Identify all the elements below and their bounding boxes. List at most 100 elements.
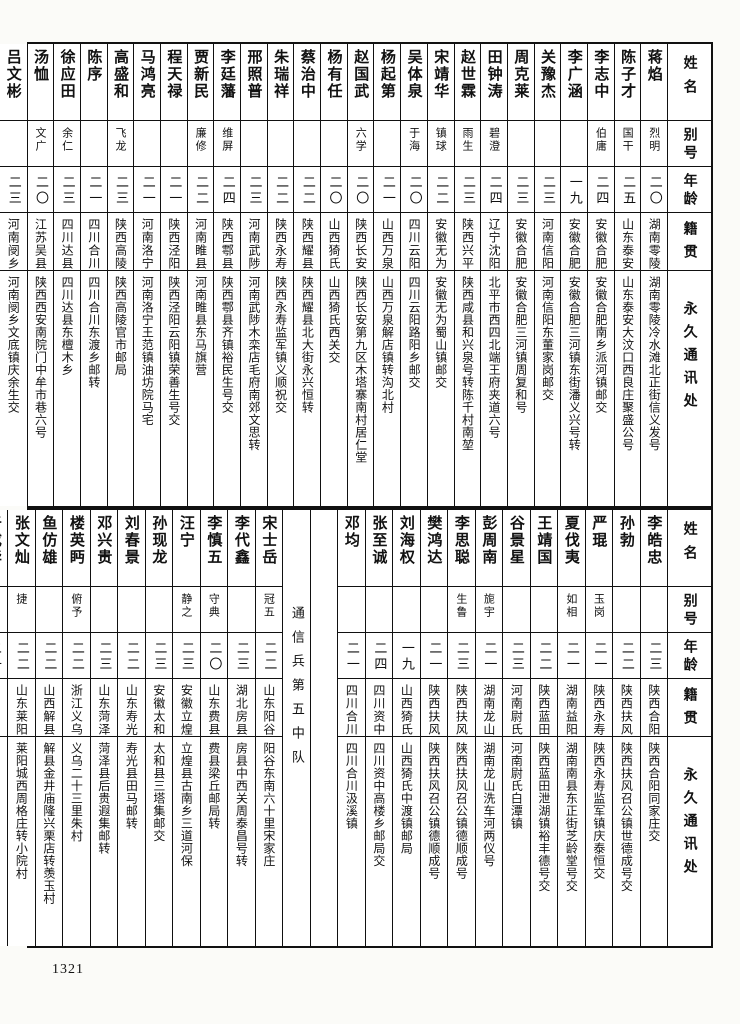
person-column[interactable]: 马鸿亮 二一 河南洛宁 河南洛宁王范镇油坊院马宅 xyxy=(133,44,160,506)
person-cell-native-place: 河南武陟 xyxy=(241,212,267,270)
person-cell-alias-text: 于海 xyxy=(407,127,421,153)
person-column[interactable]: 李慎五 守典 二〇 山东费县 费县梁丘邮局转 xyxy=(199,510,227,946)
person-column[interactable]: 关豫杰 二三 河南信阳 河南信阳东董家岗邮交 xyxy=(533,44,561,506)
person-cell-address-text: 四川合川汲溪镇 xyxy=(344,742,359,830)
person-column[interactable]: 于成华二一山东青城青城大于家庄 xyxy=(0,510,7,946)
person-cell-native-place: 四川云阳 xyxy=(401,212,427,270)
person-cell-native-place-text: 四川合川 xyxy=(344,684,359,736)
person-cell-age-text: 二三 xyxy=(178,641,194,673)
person-cell-native-place-text: 陕西扶风 xyxy=(426,684,441,736)
person-cell-name-text: 汤恤 xyxy=(31,49,50,83)
person-cell-address: 青城大于家庄 xyxy=(0,736,7,946)
person-column[interactable]: 杨有任 二〇 山西猗氏 山西猗氏西关交 xyxy=(320,44,347,506)
person-cell-age-text: 二三 xyxy=(459,175,475,207)
person-column[interactable]: 宋靖华 镇球 二二 安徽无为 安徽无为蜀山镇邮交 xyxy=(426,44,454,506)
person-column[interactable]: 邓均 二一 四川合川 四川合川汲溪镇 xyxy=(337,510,365,946)
person-cell-address-text: 陕西永寿监军镇庆泰恒交 xyxy=(591,742,606,880)
person-column[interactable]: 田钟涛 碧澄 二四 辽宁沈阳 北平市西四北端王府夹道六号 xyxy=(480,44,507,506)
person-column[interactable]: 谷景星 二三 河南尉氏 河南尉氏白潭镇 xyxy=(502,510,530,946)
person-column[interactable]: 李代鑫 二三 湖北房县 房县中西关周泰昌号转 xyxy=(227,510,255,946)
person-cell-alias: 国干 xyxy=(614,120,641,166)
person-column[interactable]: 李志中 伯庸 二四 安徽合肥 安徽合肥南乡派河镇邮交 xyxy=(586,44,614,506)
person-column[interactable]: 邢照普 二三 河南武陟 河南武陟木栾店毛府南郊文思转 xyxy=(240,44,267,506)
person-cell-age-text: 二三 xyxy=(453,641,469,673)
person-column[interactable]: 孙现龙 二三 安徽太和 太和县三塔集邮交 xyxy=(144,510,172,946)
person-cell-name: 谷景星 xyxy=(503,510,530,586)
person-column[interactable]: 李思聪 生鲁 二三 陕西扶风 陕西扶风召公镇德顺成号 xyxy=(447,510,475,946)
person-column[interactable]: 刘海权 一九 山西猗氏 山西猗氏中渡镇邮局 xyxy=(392,510,420,946)
person-cell-address-text: 安徽合肥南乡派河镇邮交 xyxy=(593,276,608,414)
person-cell-native-place: 湖南龙山 xyxy=(475,678,502,736)
person-column[interactable]: 樊鸿达 二一 陕西扶风 陕西扶风召公镇德顺成号 xyxy=(419,510,447,946)
person-column[interactable]: 刘春景 二二 山东寿光 寿光县田马邮转 xyxy=(117,510,145,946)
person-column[interactable]: 蔡治中 二二 陕西耀县 陕西耀县北大街永兴恒转 xyxy=(293,44,321,506)
person-column[interactable]: 张至诚 二四 四川资中 四川资中高楼乡邮局交 xyxy=(364,510,392,946)
person-cell-name: 宋士岳 xyxy=(256,510,283,586)
person-column[interactable]: 鱼仿雄 二二 山西解县 解县金井庙隆兴栗店转羡玉村 xyxy=(34,510,62,946)
person-column[interactable]: 张文灿捷二二 山东莱阳 莱阳城西周格庄转小院村 xyxy=(7,510,35,946)
person-cell-native-place: 山东阳谷 xyxy=(255,678,282,736)
person-column[interactable]: 周克莱 二三 安徽合肥 安徽合肥三河镇周复和号 xyxy=(506,44,534,506)
person-cell-native-place-text: 河南武陟 xyxy=(246,218,261,270)
header-label-native-place: 籍贯 xyxy=(681,687,698,733)
person-cell-native-place-text: 四川云阳 xyxy=(407,218,422,270)
person-cell-age: 二一 xyxy=(420,632,447,678)
person-column[interactable]: 李广涵 一九 安徽合肥 安徽合肥三河镇东街潘义兴号转 xyxy=(560,44,587,506)
person-cell-name: 吴体泉 xyxy=(401,44,427,120)
person-cell-address-text: 北平市西四北端王府夹道六号 xyxy=(487,276,502,439)
person-cell-alias: 飞龙 xyxy=(107,120,134,166)
section-divider-blank xyxy=(309,510,337,946)
person-column[interactable]: 朱瑞祥 二二 陕西永寿 陕西永寿监军镇义顺祝交 xyxy=(266,44,294,506)
person-column[interactable]: 高盛和 飞龙 二三 陕西高陵 陕西高陵官市邮局 xyxy=(106,44,134,506)
person-column[interactable]: 陈序 二一 四川合川 四川合川东渡乡邮转 xyxy=(79,44,107,506)
person-cell-native-place-text: 四川合川 xyxy=(86,218,101,270)
person-cell-name: 周克莱 xyxy=(508,44,534,120)
person-column[interactable]: 邓兴贵 二三 山东菏泽 菏泽县后贵遐集邮转 xyxy=(89,510,117,946)
person-column[interactable]: 吕文彬 二三 河南阌乡 河南阌乡文底镇庆余生交 xyxy=(0,44,27,506)
person-cell-native-place: 陕西扶风 xyxy=(420,678,447,736)
person-column[interactable]: 王靖国 二二 陕西蓝田 陕西蓝田泄湖镇裕丰德号交 xyxy=(529,510,557,946)
person-column[interactable]: 李廷藩 维屏 二四 陕西鄠县 陕西鄠县齐镇裕民生号交 xyxy=(213,44,240,506)
person-column[interactable]: 楼英眄 俯予 二二 浙江义乌 义乌二十三里朱村 xyxy=(62,510,90,946)
person-cell-name: 马鸿亮 xyxy=(134,44,160,120)
person-cell-alias-text: 镇球 xyxy=(434,127,448,153)
person-cell-alias xyxy=(534,120,561,166)
person-column[interactable]: 汤恤 文广 二〇 江苏吴县 陕西西安南院门中牟市巷六号 xyxy=(26,44,54,506)
person-cell-alias: 旎宇 xyxy=(475,586,502,632)
person-column[interactable]: 李皓忠 二三 陕西合阳 陕西合阳同家庄交 xyxy=(639,510,667,946)
person-cell-name-text: 吕文彬 xyxy=(4,49,23,100)
person-cell-name: 宋靖华 xyxy=(428,44,454,120)
person-cell-address-text: 安徽合肥三河镇周复和号 xyxy=(513,276,528,414)
person-cell-age-text: 二一 xyxy=(166,175,182,207)
person-column[interactable]: 孙勃 二二 陕西扶风 陕西扶风召公镇世德成号交 xyxy=(612,510,640,946)
person-cell-native-place-text: 山西猗氏 xyxy=(399,684,414,736)
person-cell-name-text: 张至诚 xyxy=(370,515,389,566)
person-cell-alias: 余仁 xyxy=(54,120,80,166)
person-cell-address: 四川合川东渡乡邮转 xyxy=(80,270,107,506)
person-column[interactable]: 汪宁 静之 二三 安徽立煌 立煌县古南乡三道河保 xyxy=(172,510,200,946)
person-cell-address: 立煌县古南乡三道河保 xyxy=(173,736,200,946)
person-column[interactable]: 严琨 玉岗 二一 陕西永寿 陕西永寿监军镇庆泰恒交 xyxy=(584,510,612,946)
person-cell-address: 解县金井庙隆兴栗店转羡玉村 xyxy=(35,736,62,946)
person-cell-name-text: 汪宁 xyxy=(177,515,196,549)
person-cell-name-text: 邓兴贵 xyxy=(95,515,114,566)
person-column[interactable]: 赵世霖 雨生 二三 陕西兴平 陕西咸县和兴泉号转陈千村南堃 xyxy=(453,44,481,506)
person-cell-address: 河南信阳东董家岗邮交 xyxy=(534,270,561,506)
person-column[interactable]: 杨起第 二一 山西万泉 山西万泉解店镇转沟北村 xyxy=(373,44,401,506)
roster-columns-bottom: 姓名 别号 年龄 籍贯 永久通讯处 李皓忠 二三 陕西合阳 陕西合阳同家庄交 孙勃 二二陕… xyxy=(0,510,711,946)
header-cell-address: 永久通讯处 xyxy=(668,736,711,946)
person-cell-alias: 捷 xyxy=(8,586,35,632)
person-column[interactable]: 程天禄 二一 陕西泾阳 陕西泾阳云阳镇荣善生号交 xyxy=(159,44,187,506)
person-column[interactable]: 贾新民 廉修 二二 河南睢县 河南睢县东马旗营 xyxy=(186,44,214,506)
person-column[interactable]: 吴体泉 于海 二〇 四川云阳 四川云阳路阳乡邮交 xyxy=(400,44,427,506)
person-column[interactable]: 蒋焰 烈明 二〇 湖南零陵 湖南零陵冷水滩北正街信义发号 xyxy=(640,44,667,506)
person-cell-native-place: 陕西扶风 xyxy=(613,678,640,736)
person-cell-name-text: 李志中 xyxy=(592,49,611,100)
person-column[interactable]: 陈子才 国干 二五 山东泰安 山东泰安大汶口西良庄聚盛公号 xyxy=(613,44,641,506)
person-column[interactable]: 宋士岳 冠五 二二 山东阳谷 阳谷东南六十里宋家庄 xyxy=(254,510,283,946)
person-column[interactable]: 彭周南 旎宇 二一 湖南龙山 湖南龙山洗车河两仪号 xyxy=(474,510,502,946)
person-column[interactable]: 赵国武 六学 二〇 陕西长安 陕西长安第九区木塔寨南村居仁堂 xyxy=(346,44,374,506)
person-column[interactable]: 夏伐夷 如相 二一 湖南益阳 湖南南县东正街芝龄堂号交 xyxy=(557,510,585,946)
person-cell-native-place: 河南睢县 xyxy=(187,212,214,270)
person-column[interactable]: 徐应田 余仁 二三 四川达县 四川达县东檀木乡 xyxy=(53,44,80,506)
